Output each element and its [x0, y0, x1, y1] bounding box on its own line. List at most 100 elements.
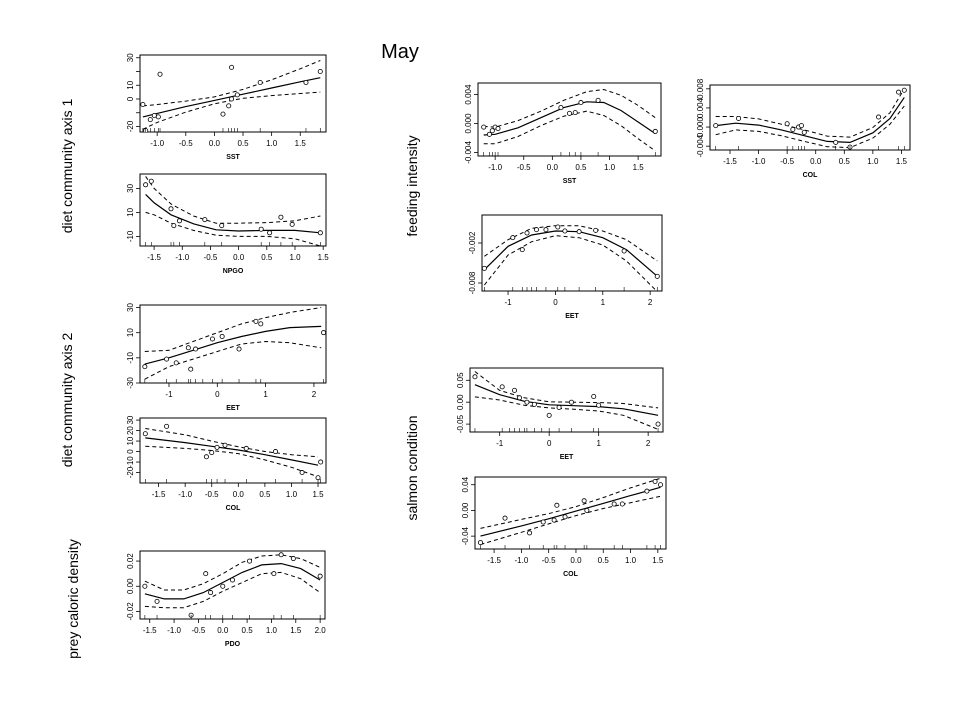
data-point — [220, 583, 226, 589]
data-point — [203, 571, 209, 577]
x-tick-label: 0.0 — [547, 163, 559, 172]
data-point — [736, 115, 742, 121]
data-point — [173, 360, 179, 366]
data-point — [243, 445, 249, 451]
data-point — [214, 444, 220, 450]
x-tick-label: 1.0 — [286, 490, 298, 499]
y-tick-label: 0 — [126, 449, 135, 454]
x-axis-label: COL — [226, 505, 242, 512]
lower-ci-line — [484, 235, 658, 291]
data-point — [140, 102, 146, 108]
y-tick-label: -0.004 — [464, 140, 473, 163]
data-point — [318, 459, 324, 465]
data-point — [489, 128, 495, 134]
x-tick-label: -1 — [165, 390, 173, 399]
x-tick-label: -1.5 — [147, 253, 161, 262]
x-tick-label: -1.0 — [488, 163, 502, 172]
smooth-fit-line — [144, 325, 322, 365]
lower-ci-line — [144, 571, 321, 609]
upper-ci-line — [483, 88, 656, 128]
x-tick-label: 1.5 — [896, 157, 908, 166]
data-point — [658, 482, 664, 488]
plot-area — [482, 224, 660, 291]
group-label-salmon: salmon condition — [404, 415, 420, 520]
data-point — [621, 248, 627, 254]
x-tick-label: 1.0 — [625, 556, 637, 565]
plot-area — [142, 307, 326, 380]
plot-frame — [139, 304, 327, 384]
data-point — [209, 336, 215, 342]
data-point — [229, 64, 235, 70]
data-point — [562, 228, 568, 234]
data-point — [171, 223, 177, 229]
data-point — [619, 501, 625, 507]
x-tick-label: 0 — [553, 298, 558, 307]
data-point — [477, 540, 483, 546]
data-point — [562, 514, 568, 520]
data-point — [267, 230, 273, 236]
data-point — [581, 498, 587, 504]
x-tick-label: -0.5 — [179, 139, 193, 148]
x-tick-label: 1.5 — [290, 626, 302, 635]
x-tick-label: -1.5 — [487, 556, 501, 565]
data-point — [317, 573, 323, 579]
data-point — [543, 227, 549, 233]
x-tick-label: 0.5 — [261, 253, 273, 262]
x-tick-label: -0.5 — [192, 626, 206, 635]
data-point — [654, 273, 660, 279]
upper-ci-line — [145, 428, 319, 458]
lower-ci-line — [715, 105, 905, 149]
y-tick-label: 10 — [126, 436, 135, 445]
data-point — [234, 92, 240, 98]
panel-p7: -1.5 -1.0 -0.5 0.0 0.5 1.0 1.5 -0.0040.0000.004… — [696, 78, 911, 179]
x-tick-label: -1.0 — [178, 490, 192, 499]
panel-p1: -1.0 -0.5 0.0 0.5 1.0 1.5 -20 0 10 30 SST — [126, 53, 327, 161]
x-axis-label: EET — [226, 405, 240, 412]
data-point — [546, 412, 552, 418]
data-point — [164, 423, 170, 429]
panel-p5: -1.5 -1.0 -0.5 0.0 0.5 1.0 1.5 2.0 -0.02 0.00 0.02… — [126, 550, 327, 648]
data-point — [168, 206, 174, 212]
plot-frame — [474, 476, 667, 550]
x-tick-label: 0.0 — [209, 139, 221, 148]
upper-ci-line — [142, 60, 321, 107]
y-tick-label: 0.000 — [464, 113, 473, 134]
panel-p10: -1.5 -1.0 -0.5 0.0 0.5 1.0 1.5 -0.04 0.00 0.04 COL — [461, 476, 667, 578]
data-point — [584, 507, 590, 513]
group-label-diet2: diet community axis 2 — [59, 332, 75, 467]
plot-area — [143, 176, 323, 246]
y-tick-label: 10 — [126, 80, 135, 89]
y-tick-label: 0.004 — [464, 84, 473, 105]
x-tick-label: 0.5 — [598, 556, 610, 565]
plot-area — [142, 552, 323, 618]
y-tick-label: -20 — [126, 466, 135, 478]
x-tick-label: 1.0 — [289, 253, 301, 262]
data-point — [247, 558, 253, 564]
upper-ci-line — [480, 477, 661, 529]
lower-ci-line — [145, 445, 319, 478]
data-point — [482, 265, 487, 271]
data-point — [147, 117, 153, 123]
data-point — [527, 530, 533, 536]
lower-ci-line — [480, 495, 661, 545]
x-tick-label: -0.5 — [517, 163, 531, 172]
data-point — [876, 114, 882, 120]
panel-p2: -1.5 -1.0 -0.5 0.0 0.5 1.0 1.5 -10 10 30 NPGO — [126, 173, 329, 275]
data-point — [568, 399, 574, 405]
smooth-fit-line — [144, 562, 321, 600]
plot-area — [477, 477, 664, 546]
x-axis-label: NPGO — [223, 268, 244, 275]
y-tick-label: 0.05 — [456, 372, 465, 388]
plot-frame — [709, 84, 911, 151]
x-tick-label: 2.0 — [315, 626, 327, 635]
y-tick-label: -30 — [126, 377, 135, 389]
y-tick-label: 0.008 — [696, 78, 705, 99]
data-point — [555, 224, 561, 230]
data-point — [226, 103, 232, 109]
data-point — [593, 227, 599, 233]
smooth-fit-line — [145, 437, 319, 466]
plot-area — [481, 88, 658, 152]
data-point — [595, 97, 601, 103]
